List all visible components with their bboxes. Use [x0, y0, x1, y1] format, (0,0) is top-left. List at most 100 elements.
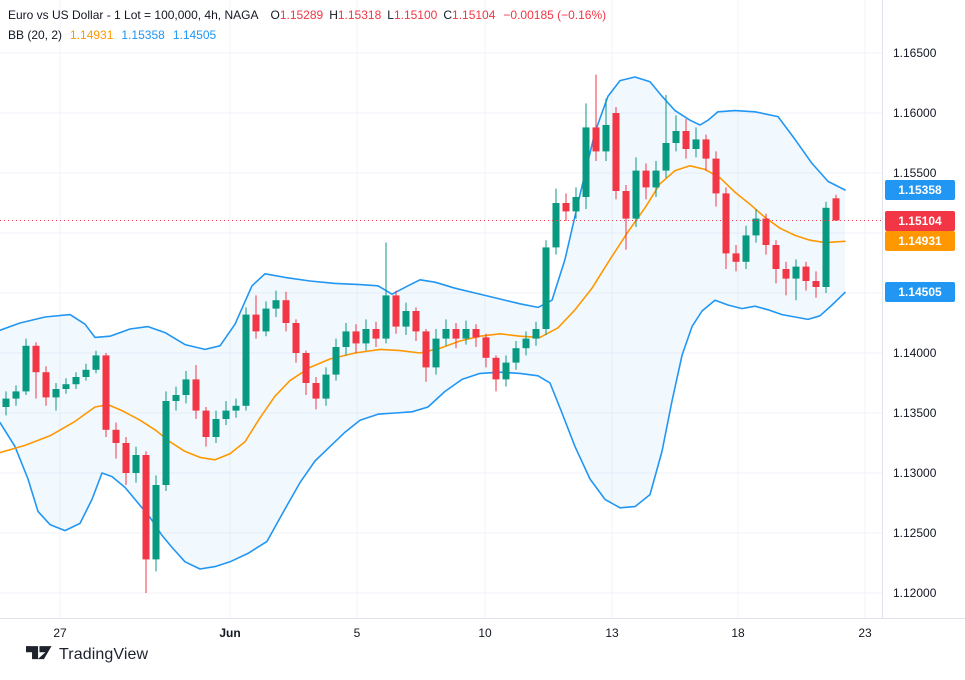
- candle-body: [752, 218, 760, 236]
- candle-body: [562, 203, 570, 212]
- candle-body: [602, 125, 610, 152]
- candle-body: [382, 295, 390, 339]
- last-price-badge: 1.15104: [885, 210, 955, 231]
- candle-body: [692, 139, 700, 149]
- high-label: H: [329, 8, 338, 22]
- candle-body: [762, 218, 770, 245]
- candle-body: [482, 337, 490, 358]
- candle-body: [812, 281, 820, 287]
- chart-plot-area[interactable]: [0, 0, 882, 618]
- candle-body: [282, 300, 290, 323]
- candle-body: [292, 323, 300, 353]
- bb-upper-price-badge: 1.15358: [885, 180, 955, 201]
- bb-lower-price-badge: 1.14505: [885, 282, 955, 303]
- indicator-title[interactable]: BB (20, 2): [8, 28, 63, 42]
- candle-body: [582, 127, 590, 197]
- time-tick-label: 18: [731, 626, 745, 640]
- close-value: 1.15104: [452, 8, 496, 22]
- open-value: 1.15289: [279, 8, 324, 22]
- tradingview-logo-text: TradingView: [59, 646, 149, 663]
- candle-body: [332, 347, 340, 375]
- candle-body: [552, 203, 560, 248]
- candle-body: [652, 170, 660, 188]
- tradingview-logo-icon: [26, 646, 52, 660]
- candle-body: [182, 379, 190, 395]
- candle-body: [462, 329, 470, 339]
- candle-body: [422, 331, 430, 368]
- time-tick-label: 13: [605, 626, 619, 640]
- bb-basis-price-badge: 1.14931: [885, 231, 955, 252]
- candle-body: [252, 314, 260, 332]
- bb-lower-line: [0, 291, 846, 570]
- chart-canvas[interactable]: [0, 0, 882, 618]
- price-tick-label: 1.13500: [893, 406, 937, 420]
- candle-body: [262, 308, 270, 332]
- candle-body: [272, 300, 280, 309]
- candle-body: [642, 170, 650, 188]
- candle-body: [672, 131, 680, 143]
- candle-body: [612, 113, 620, 191]
- candle-body: [132, 455, 140, 473]
- candle-body: [442, 329, 450, 339]
- candle-body: [312, 383, 320, 399]
- candle-body: [152, 485, 160, 560]
- candle-body: [662, 143, 670, 171]
- candle-body: [452, 329, 460, 339]
- candle-body: [122, 443, 130, 473]
- candle-body: [72, 377, 80, 385]
- price-tick-label: 1.15500: [893, 166, 937, 180]
- candle-body: [202, 410, 210, 437]
- candle-body: [232, 405, 240, 411]
- candle-body: [802, 266, 810, 281]
- candle-body: [772, 245, 780, 269]
- candle-body: [92, 355, 100, 370]
- candle-body: [212, 419, 220, 437]
- candle-body: [12, 391, 20, 399]
- bb-upper-value: 1.15358: [121, 28, 165, 42]
- candle-body: [522, 338, 530, 349]
- candle-body: [632, 170, 640, 219]
- candle-body: [112, 429, 120, 443]
- candle-body: [322, 374, 330, 399]
- time-tick-label: 27: [53, 626, 67, 640]
- candle-body: [22, 345, 30, 392]
- candle-body: [512, 348, 520, 363]
- candle-body: [342, 331, 350, 347]
- indicator-legend-row: BB (20, 2) 1.14931 1.15358 1.14505: [8, 25, 606, 45]
- candle-body: [42, 372, 50, 398]
- price-tick-label: 1.12500: [893, 526, 937, 540]
- bb-upper-line: [0, 76, 846, 351]
- time-tick-label: 5: [353, 626, 361, 640]
- symbol-legend-row: Euro vs US Dollar - 1 Lot = 100,000, 4h,…: [8, 5, 606, 25]
- tradingview-logo[interactable]: TradingView: [26, 646, 148, 664]
- candle-body: [572, 197, 580, 212]
- price-tick-label: 1.12000: [893, 586, 937, 600]
- candle-body: [32, 345, 40, 373]
- time-tick-label: 23: [858, 626, 872, 640]
- candle-body: [2, 398, 10, 407]
- candle-body: [402, 311, 410, 327]
- time-axis[interactable]: 27 Jun 5 10 13 18 23: [0, 618, 965, 649]
- candle-body: [412, 311, 420, 332]
- candle-body: [492, 357, 500, 380]
- chart-legend: Euro vs US Dollar - 1 Lot = 100,000, 4h,…: [8, 5, 606, 45]
- price-tick-label: 1.14000: [893, 346, 937, 360]
- candle-body: [352, 331, 360, 344]
- price-axis[interactable]: 1.165001.160001.155001.150001.145001.140…: [882, 0, 965, 618]
- candle-body: [472, 329, 480, 338]
- low-value: 1.15100: [393, 8, 438, 22]
- candle-body: [82, 369, 90, 377]
- candle-body: [592, 127, 600, 152]
- candle-body: [532, 329, 540, 339]
- candle-body: [432, 338, 440, 368]
- candle-body: [782, 269, 790, 279]
- candle-body: [792, 266, 800, 279]
- price-tick-label: 1.16000: [893, 106, 937, 120]
- candle-body: [722, 193, 730, 254]
- candle-body: [682, 131, 690, 149]
- candle-body: [712, 158, 720, 194]
- symbol-title[interactable]: Euro vs US Dollar - 1 Lot = 100,000, 4h,…: [8, 8, 259, 22]
- open-label: O: [270, 8, 280, 22]
- candle-body: [822, 207, 830, 287]
